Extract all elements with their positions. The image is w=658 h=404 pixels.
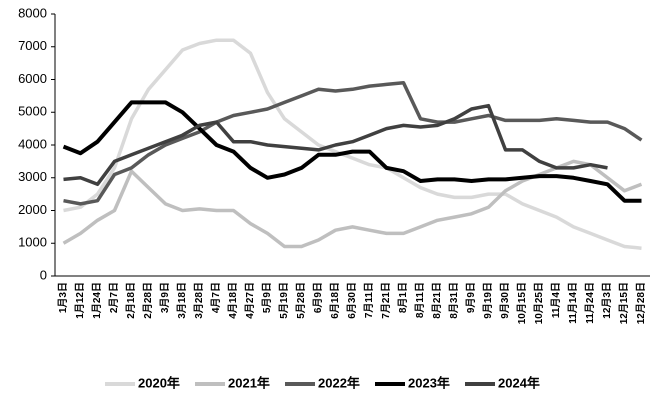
y-tick-label: 7000 <box>18 38 47 53</box>
y-tick-label: 8000 <box>18 5 47 20</box>
x-tick-label: 8月21日 <box>431 282 443 319</box>
y-tick-label: 4000 <box>18 136 47 151</box>
y-tick-label: 5000 <box>18 104 47 119</box>
x-tick-label: 10月25日 <box>533 282 545 324</box>
x-tick-label: 12月3日 <box>601 282 613 319</box>
x-tick-label: 8月31日 <box>448 282 460 319</box>
x-tick-label: 9月19日 <box>482 282 494 319</box>
x-tick-label: 11月14日 <box>567 282 579 324</box>
legend-label: 2021年 <box>228 375 270 390</box>
x-tick-label: 2月28日 <box>142 282 154 319</box>
x-tick-label: 8月11日 <box>414 282 426 318</box>
y-tick-label: 0 <box>40 267 47 282</box>
x-tick-label: 1月3日 <box>57 282 69 313</box>
series-line <box>62 100 642 203</box>
x-tick-label: 12月28日 <box>635 282 647 324</box>
x-tick-label: 11月24日 <box>584 282 596 324</box>
y-tick-label: 3000 <box>18 169 47 184</box>
x-tick-label: 4月27日 <box>244 282 256 319</box>
legend-label: 2024年 <box>498 375 540 390</box>
x-tick-label: 5月9日 <box>261 282 273 313</box>
x-tick-label: 3月18日 <box>176 282 188 319</box>
x-tick-label: 5月28日 <box>295 282 307 319</box>
legend-label: 2020年 <box>138 375 180 390</box>
x-tick-label: 1月24日 <box>91 282 103 319</box>
y-tick-label: 2000 <box>18 202 47 217</box>
x-tick-label: 11月4日 <box>550 282 562 318</box>
x-tick-label: 10月15日 <box>516 282 528 324</box>
series-line <box>63 103 608 187</box>
x-tick-label: 2月18日 <box>125 282 137 319</box>
y-tick-label: 1000 <box>18 235 47 250</box>
x-tick-label: 6月30日 <box>346 282 358 319</box>
x-tick-label: 9月30日 <box>499 282 511 319</box>
x-tick-label: 6月18日 <box>329 282 341 319</box>
x-tick-label: 12月15日 <box>618 282 630 324</box>
legend-label: 2023年 <box>408 375 450 390</box>
x-tick-label: 4月7日 <box>210 282 222 313</box>
x-tick-label: 2月7日 <box>108 282 120 313</box>
series-line <box>62 159 643 249</box>
y-tick-label: 6000 <box>18 71 47 86</box>
x-tick-label: 8月1日 <box>397 282 409 313</box>
x-tick-label: 1月12日 <box>74 282 86 319</box>
x-tick-label: 5月19日 <box>278 282 290 319</box>
legend-label: 2022年 <box>318 375 360 390</box>
x-tick-label: 7月21日 <box>380 282 392 319</box>
x-tick-label: 4月18日 <box>227 282 239 319</box>
x-tick-label: 7月11日 <box>363 282 375 318</box>
x-tick-label: 6月9日 <box>312 282 324 313</box>
x-tick-label: 3月28日 <box>193 282 205 319</box>
series-line <box>63 38 642 250</box>
x-tick-label: 3月9日 <box>159 282 171 313</box>
x-tick-label: 9月9日 <box>465 282 477 313</box>
series-line <box>63 81 643 206</box>
